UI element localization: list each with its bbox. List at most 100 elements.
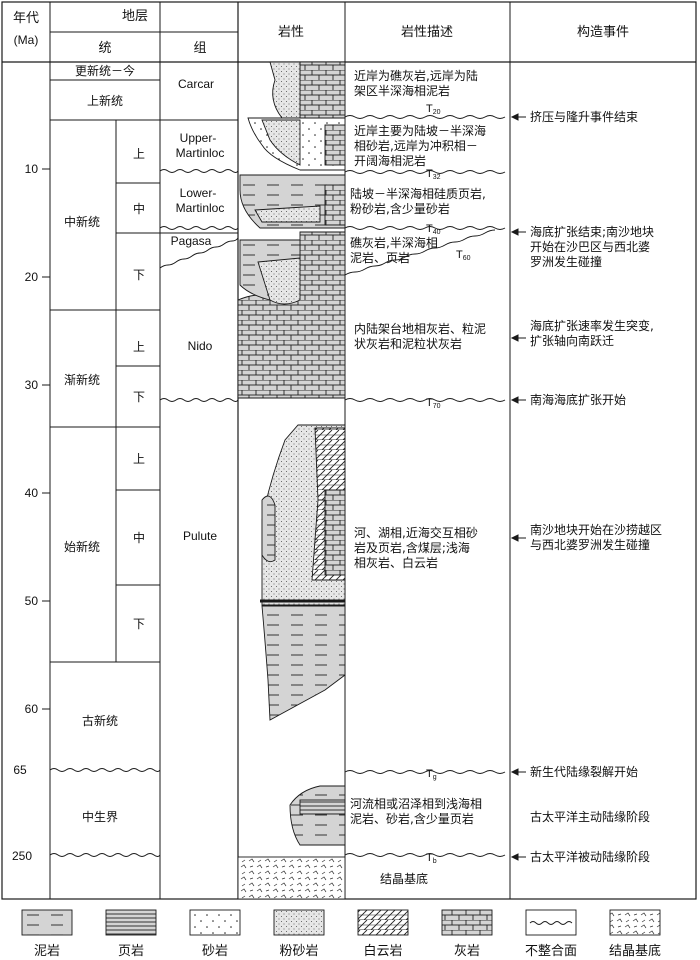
horizon-label-t70: T70 bbox=[426, 397, 441, 410]
lithology-crystalline-basement bbox=[237, 856, 346, 900]
formation-label-pagasa: Pagasa bbox=[171, 234, 212, 248]
event-text: 海底扩张速率发生突变, bbox=[530, 318, 654, 333]
unconformity-line bbox=[159, 226, 239, 230]
description-line: 近岸为礁灰岩,远岸为陆 bbox=[354, 68, 478, 83]
description-line: 泥岩、页岩 bbox=[350, 250, 410, 265]
event-text: 新生代陆缘裂解开始 bbox=[530, 764, 638, 779]
age-header: 年代 bbox=[13, 11, 39, 26]
age-tick-label: 20 bbox=[25, 270, 39, 284]
description-line: 陆坡－半深海相硅质页岩, bbox=[350, 186, 486, 201]
unconformity-line bbox=[344, 398, 506, 402]
lithology-mudstone bbox=[261, 605, 346, 721]
subdivision-label: 中 bbox=[133, 530, 145, 545]
arrow-head-icon bbox=[510, 534, 519, 542]
horizon-label-t40: T40 bbox=[426, 223, 441, 236]
unconformity-line bbox=[159, 237, 239, 269]
description-line: 河流相或沼泽相到浅海相 bbox=[350, 796, 482, 811]
lithology-mudstone bbox=[289, 785, 346, 846]
age-axis bbox=[42, 168, 50, 710]
arrow-head-icon bbox=[510, 113, 519, 121]
horizon-labels: T20 T32 T40 T60 T70 Tg Tb bbox=[426, 103, 471, 865]
arrow-head-icon bbox=[510, 768, 519, 776]
legend-label: 页岩 bbox=[118, 944, 144, 959]
description-line: 近岸主要为陆坡－半深海 bbox=[354, 123, 486, 138]
arrow-head-icon bbox=[510, 334, 519, 342]
legend-labels: 泥岩 页岩 砂岩 粉砂岩 白云岩 灰岩 不整合面 结晶基底 bbox=[34, 943, 661, 959]
horizon-label-t60: T60 bbox=[456, 249, 471, 262]
unconformity-line bbox=[344, 770, 506, 774]
legend-label: 泥岩 bbox=[34, 944, 60, 959]
unconformity-line bbox=[49, 768, 161, 772]
lithology-dolomite bbox=[314, 427, 346, 501]
event-text: 挤压与隆升事件结束 bbox=[530, 109, 638, 124]
formation-header: 组 bbox=[193, 41, 206, 56]
legend-swatch-sandstone bbox=[189, 909, 241, 936]
legend-swatch-siltstone bbox=[273, 909, 325, 936]
age-unit: (Ma) bbox=[14, 33, 39, 47]
description-line: 河、湖相,近海交互相砂 bbox=[354, 525, 478, 540]
subdivision-label: 下 bbox=[133, 617, 145, 631]
age-tick-label: 50 bbox=[25, 594, 39, 608]
arrow-head-icon bbox=[510, 396, 519, 404]
series-header: 统 bbox=[98, 41, 111, 56]
subdivision-labels: 上 中 下 上 下 上 中 下 bbox=[133, 147, 145, 631]
legend-swatch-limestone bbox=[441, 909, 493, 936]
series-label-miocene: 中新统 bbox=[64, 214, 100, 229]
description-line: 相砂岩,远岸为冲积相－ bbox=[354, 138, 478, 153]
unconformity-line bbox=[344, 226, 506, 230]
unconformity-line bbox=[344, 115, 506, 119]
description-line: 架区半深海相泥岩 bbox=[354, 83, 450, 98]
series-label-pleistocene: 更新统－今 bbox=[75, 63, 135, 78]
lithology-mudstone bbox=[261, 495, 276, 563]
lithology-siltstone bbox=[261, 119, 301, 166]
formation-label-lower-martinloc: Lower- bbox=[180, 186, 217, 200]
horizon-label-t32: T32 bbox=[426, 168, 441, 181]
horizon-label-t20: T20 bbox=[426, 103, 441, 116]
series-label-mesozoic: 中生界 bbox=[82, 809, 118, 824]
lithology-shale bbox=[299, 799, 346, 815]
legend bbox=[21, 909, 661, 936]
formation-label-nido: Nido bbox=[188, 339, 213, 353]
lithology-limestone bbox=[324, 124, 346, 166]
description-line: 结晶基底 bbox=[380, 871, 428, 886]
legend-swatch-unconformity bbox=[525, 909, 577, 936]
unconformity-line bbox=[344, 229, 496, 276]
subdivision-label: 上 bbox=[133, 147, 145, 161]
unconformity-line bbox=[344, 170, 506, 174]
lithology-siltstone bbox=[269, 61, 301, 119]
tectonic-events: 挤压与隆升事件结束 海底扩张结束;南沙地块 开始在沙巴区与西北婆 罗洲发生碰撞 … bbox=[530, 109, 662, 864]
description-header: 岩性描述 bbox=[401, 25, 453, 40]
description-line: 礁灰岩,半深海相 bbox=[350, 235, 438, 250]
table-grid bbox=[1, 1, 697, 900]
unconformity-line bbox=[159, 398, 239, 402]
age-tick-label: 10 bbox=[25, 162, 39, 176]
lithology-limestone bbox=[324, 489, 346, 576]
event-text: 南沙地块开始在沙捞越区 bbox=[530, 522, 662, 537]
legend-swatch-shale bbox=[105, 909, 157, 936]
formation-label-upper-martinloc: Upper- bbox=[180, 131, 217, 145]
description-line: 泥岩、砂岩,含少量页岩 bbox=[350, 811, 474, 826]
subdivision-label: 中 bbox=[133, 201, 145, 216]
lithology-column bbox=[237, 61, 346, 900]
lithology-siltstone bbox=[254, 205, 321, 223]
horizon-label-tg: Tg bbox=[426, 768, 437, 781]
subdivision-label: 上 bbox=[133, 340, 145, 354]
lithology-descriptions: 近岸为礁灰岩,远岸为陆 架区半深海相泥岩 近岸主要为陆坡－半深海 相砂岩,远岸为… bbox=[350, 68, 486, 886]
event-text: 开始在沙巴区与西北婆 bbox=[530, 240, 650, 254]
unconformity-line bbox=[344, 853, 506, 857]
unconformity-lines-left bbox=[49, 169, 239, 857]
age-tick-label: 30 bbox=[25, 378, 39, 392]
subdivision-label: 上 bbox=[133, 452, 145, 466]
header: 年代 (Ma) 地层 统 组 岩性 岩性描述 构造事件 bbox=[13, 9, 629, 56]
series-label-eocene: 始新统 bbox=[64, 539, 100, 554]
legend-label: 砂岩 bbox=[202, 944, 228, 959]
strata-header: 地层 bbox=[122, 9, 148, 24]
event-text: 与西北婆罗洲发生碰撞 bbox=[530, 537, 650, 552]
lithology-siltstone bbox=[257, 257, 301, 305]
lithology-header: 岩性 bbox=[278, 25, 304, 40]
formation-labels: Carcar Upper- Martinloc Lower- Martinloc… bbox=[171, 77, 225, 543]
series-label-oligocene: 渐新统 bbox=[64, 372, 100, 387]
unconformity-lines-right bbox=[344, 115, 506, 857]
